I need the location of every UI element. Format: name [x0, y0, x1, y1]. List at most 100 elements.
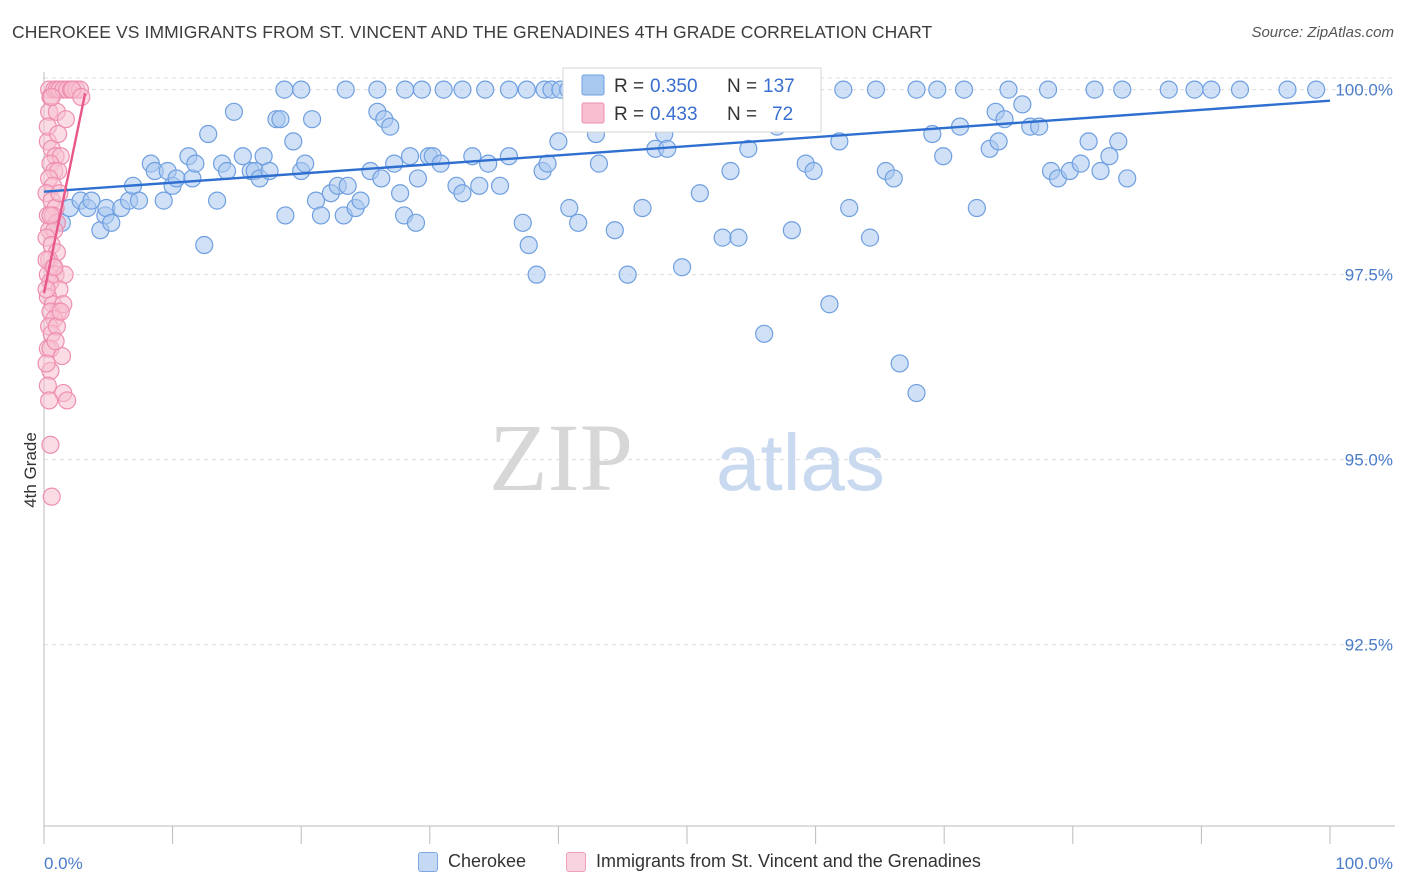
legend-swatch-immigrants — [566, 851, 586, 872]
legend-label-immigrants: Immigrants from St. Vincent and the Gren… — [596, 851, 981, 871]
point-cherokee — [434, 80, 453, 99]
point-cherokee — [336, 80, 355, 99]
point-cherokee — [999, 80, 1018, 99]
legend-n-label-2: N = — [727, 104, 757, 125]
point-immigrants — [49, 124, 68, 144]
y-tick-label: 95.0% — [1345, 451, 1393, 470]
point-cherokee — [385, 154, 404, 173]
point-cherokee — [154, 191, 173, 210]
point-cherokee — [284, 132, 303, 151]
point-cherokee — [782, 221, 801, 240]
point-cherokee — [395, 80, 415, 99]
point-cherokee — [907, 383, 926, 403]
chart-title: CHEROKEE VS IMMIGRANTS FROM ST. VINCENT … — [12, 22, 933, 42]
stats-legend-box — [562, 67, 822, 133]
point-cherokee — [1307, 80, 1326, 99]
point-cherokee — [860, 228, 880, 247]
legend-r-value-2: 0.433 — [650, 104, 698, 125]
zipatlas-watermark: ZIP atlas — [489, 404, 885, 511]
point-cherokee — [408, 169, 428, 188]
point-cherokee — [713, 228, 732, 247]
point-cherokee — [1230, 80, 1250, 99]
point-cherokee — [569, 213, 588, 232]
point-cherokee — [1100, 147, 1119, 166]
point-cherokee — [217, 161, 237, 181]
point-cherokee — [549, 132, 568, 151]
y-axis-label: 4th Grade — [21, 432, 40, 508]
point-cherokee — [884, 169, 903, 188]
y-tick-label: 97.5% — [1345, 266, 1393, 285]
point-cherokee — [866, 80, 886, 99]
legend-item-cherokee: Cherokee — [418, 851, 526, 872]
point-cherokee — [1113, 80, 1132, 99]
point-cherokee — [1185, 80, 1204, 99]
point-immigrants — [37, 354, 56, 373]
point-cherokee — [351, 191, 370, 210]
point-immigrants — [40, 391, 59, 410]
point-cherokee — [755, 324, 774, 343]
legend-swatch-pink — [581, 102, 605, 124]
point-cherokee — [934, 147, 953, 166]
y-tick-label: 100.0% — [1335, 81, 1393, 100]
point-cherokee — [233, 147, 252, 166]
point-cherokee — [967, 198, 986, 218]
point-cherokee — [1159, 80, 1178, 99]
point-cherokee — [381, 117, 400, 136]
point-cherokee — [633, 198, 652, 218]
point-cherokee — [513, 213, 532, 232]
point-cherokee — [527, 265, 546, 284]
point-cherokee — [519, 235, 538, 255]
point-cherokee — [721, 161, 740, 181]
point-cherokee — [275, 80, 294, 99]
point-cherokee — [989, 132, 1008, 151]
point-cherokee — [400, 147, 420, 166]
point-cherokee — [186, 154, 205, 173]
point-cherokee — [1013, 95, 1032, 114]
point-immigrants — [41, 206, 60, 225]
point-immigrants — [42, 487, 61, 506]
point-cherokee — [479, 154, 498, 173]
legend-r-value-1: 0.350 — [650, 76, 698, 97]
point-immigrants — [41, 435, 60, 454]
point-cherokee — [729, 228, 748, 247]
legend-swatch-cherokee — [418, 851, 438, 872]
point-cherokee — [890, 354, 909, 373]
point-cherokee — [372, 169, 391, 188]
point-cherokee — [276, 206, 295, 225]
point-cherokee — [199, 124, 218, 144]
point-immigrants — [42, 87, 61, 107]
point-cherokee — [296, 154, 315, 173]
point-cherokee — [183, 169, 202, 188]
point-cherokee — [292, 80, 311, 99]
data-points — [37, 80, 1326, 506]
point-cherokee — [338, 176, 357, 195]
point-cherokee — [167, 169, 186, 188]
stats-legend: R = 0.350 N = 137 R = 0.433 N = 72 — [562, 67, 822, 133]
x-tick-label: 0.0% — [44, 854, 83, 873]
point-cherokee — [804, 161, 823, 181]
x-tick-label: 100.0% — [1335, 854, 1393, 873]
legend-r-label-1: R = — [614, 76, 644, 97]
point-cherokee — [208, 191, 227, 210]
point-cherokee — [907, 80, 926, 99]
point-cherokee — [470, 176, 489, 195]
tick-labels: 92.5% 95.0% 97.5% 100.0% 0.0% 100.0% — [44, 81, 1393, 873]
point-immigrants — [51, 302, 70, 321]
point-cherokee — [1278, 80, 1297, 99]
point-immigrants — [72, 87, 91, 107]
series-legend: Cherokee Immigrants from St. Vincent and… — [0, 851, 1406, 879]
point-cherokee — [1118, 169, 1137, 188]
point-cherokee — [954, 80, 974, 99]
y-tick-label: 92.5% — [1345, 636, 1393, 655]
point-cherokee — [129, 191, 149, 210]
point-cherokee — [840, 198, 859, 218]
point-cherokee — [490, 176, 510, 195]
point-cherokee — [195, 235, 214, 255]
point-cherokee — [1038, 80, 1058, 99]
legend-swatch-blue — [581, 74, 605, 96]
point-cherokee — [820, 295, 839, 314]
point-cherokee — [302, 110, 322, 129]
point-cherokee — [1079, 132, 1098, 151]
trendline-immigrants — [42, 93, 87, 294]
